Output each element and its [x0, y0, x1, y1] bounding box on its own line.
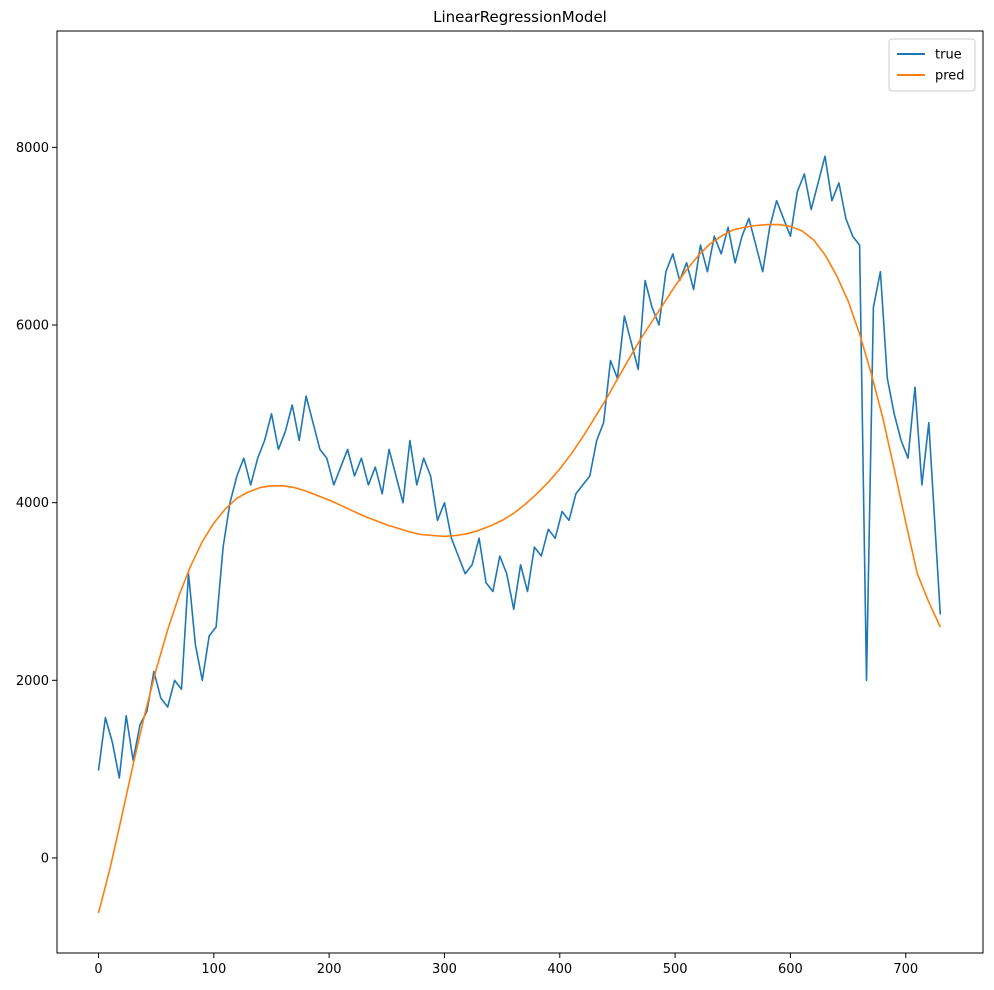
- chart-title: LinearRegressionModel: [433, 8, 607, 26]
- plot-frame: [56, 30, 984, 954]
- y-tick-label: 0: [41, 851, 49, 866]
- x-axis: 0 100 200 300 400 500 600 700: [94, 953, 918, 977]
- x-tick-label: 700: [893, 962, 918, 977]
- x-tick-label: 300: [432, 962, 457, 977]
- x-tick-label: 200: [317, 962, 342, 977]
- legend-label-pred: pred: [935, 69, 965, 84]
- y-tick-label: 2000: [16, 674, 49, 689]
- x-tick-label: 600: [778, 962, 803, 977]
- series-line-pred: [97, 223, 942, 914]
- y-tick-label: 8000: [16, 141, 49, 156]
- plot-area: [56, 30, 984, 954]
- x-tick-label: 100: [201, 962, 226, 977]
- legend-box: [888, 38, 976, 92]
- y-axis: 0 2000 4000 6000 8000: [16, 141, 57, 866]
- legend-label-true: true: [935, 48, 962, 63]
- x-tick-label: 500: [663, 962, 688, 977]
- y-tick-label: 6000: [16, 319, 49, 334]
- series-layer: [97, 155, 942, 914]
- x-tick-label: 400: [547, 962, 572, 977]
- legend: true pred: [888, 38, 976, 92]
- x-tick-label: 0: [94, 962, 102, 977]
- y-tick-label: 4000: [16, 496, 49, 511]
- series-line-true: [97, 155, 942, 779]
